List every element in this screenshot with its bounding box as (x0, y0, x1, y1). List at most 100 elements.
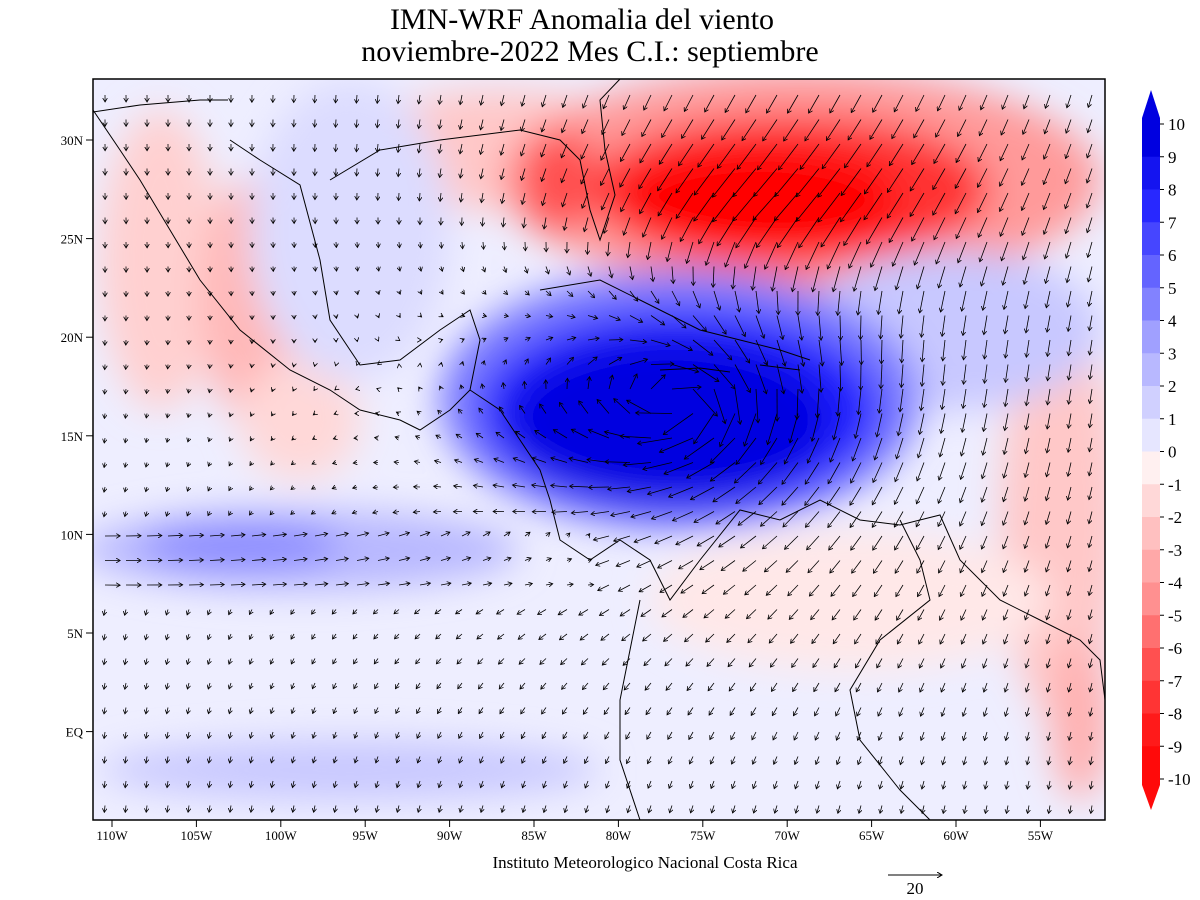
wind-arrow (982, 462, 988, 479)
title-line: IMN-WRF Anomalia del viento (390, 3, 774, 36)
wind-arrow (658, 168, 673, 191)
title-line: noviembre-2022 Mes C.I.: septiembre (361, 35, 818, 68)
wind-arrow (943, 339, 945, 361)
wind-arrow (1026, 339, 1030, 357)
wind-arrow (454, 486, 463, 487)
colorbar-label: -4 (1168, 574, 1183, 593)
wind-arrow (440, 168, 441, 178)
wind-arrow (776, 339, 785, 366)
wind-arrow (763, 119, 778, 141)
wind-arrow (525, 291, 529, 295)
wind-arrow (621, 192, 631, 212)
wind-arrow (1046, 560, 1051, 572)
wind-arrow (1004, 290, 1009, 309)
wind-arrow (188, 389, 189, 393)
wind-arrow (921, 388, 925, 411)
wind-arrow (702, 119, 715, 140)
wind-arrow (230, 414, 231, 417)
wind-arrow (104, 658, 105, 665)
wind-arrow (916, 486, 925, 504)
wind-arrow (805, 462, 820, 485)
wind-arrow (733, 266, 735, 289)
wind-arrow (864, 168, 883, 194)
y-tick-label: EQ (66, 725, 84, 740)
wind-arrow (608, 357, 622, 365)
wind-arrow (580, 633, 589, 640)
wind-arrow (354, 658, 357, 664)
wind-arrow (962, 413, 967, 433)
colorbar-cap (1142, 90, 1160, 118)
wind-arrow (545, 337, 553, 340)
wind-arrow (834, 413, 841, 440)
wind-arrow (699, 217, 715, 244)
wind-arrow (1004, 609, 1009, 620)
wind-arrow (720, 413, 736, 447)
wind-arrow (713, 266, 714, 288)
wind-arrow (1066, 241, 1072, 258)
wind-arrow (719, 535, 736, 547)
wind-arrow (377, 168, 378, 177)
wind-arrow (917, 584, 925, 597)
wind-arrow (609, 266, 612, 278)
wind-arrow (292, 414, 294, 416)
wind-arrow (979, 119, 988, 136)
wind-arrow (1089, 584, 1092, 595)
wind-arrow (251, 534, 266, 536)
wind-arrow (919, 633, 925, 644)
wind-arrow (785, 535, 799, 549)
wind-arrow (755, 364, 767, 394)
wind-arrow (982, 511, 988, 526)
wind-arrow (827, 486, 841, 505)
wind-arrow (1003, 560, 1009, 573)
wind-arrow (462, 291, 464, 294)
wind-arrow (608, 487, 631, 489)
wind-arrow (1089, 315, 1093, 331)
wind-arrow (982, 535, 988, 549)
wind-arrow (821, 217, 841, 247)
wind-arrow (312, 487, 315, 489)
colorbar-label: -5 (1168, 606, 1182, 625)
wind-arrow (1089, 511, 1093, 524)
wind-arrow (483, 361, 484, 365)
wind-arrow (983, 290, 988, 310)
wind-arrow (895, 560, 904, 574)
wind-arrow (920, 290, 925, 313)
wind-arrow (1000, 168, 1009, 187)
wind-arrow (104, 462, 105, 468)
wind-arrow (912, 217, 925, 242)
wind-arrow (1068, 511, 1072, 524)
wind-arrow (1046, 535, 1051, 548)
colorbar-swatch (1142, 451, 1160, 485)
wind-arrow (587, 290, 595, 298)
wind-arrow (830, 560, 841, 573)
footer: Instituto Meteorologico Nacional Costa R… (493, 853, 798, 872)
wind-arrow (736, 217, 757, 248)
wind-arrow (482, 217, 483, 227)
wind-arrow (208, 512, 210, 516)
colorbar-swatch (1142, 517, 1160, 551)
wind-arrow (875, 266, 883, 291)
wind-arrow (546, 266, 549, 274)
wind-arrow (812, 413, 820, 442)
wind-arrow (250, 438, 252, 441)
wind-arrow (209, 560, 224, 561)
wind-arrow (963, 364, 967, 385)
wind-arrow (532, 458, 547, 463)
wind-arrow (230, 389, 231, 392)
wind-arrow (229, 487, 231, 491)
wind-arrow (822, 143, 841, 169)
wind-arrow (901, 364, 903, 388)
wind-arrow (251, 389, 252, 392)
colorbar-swatch (1142, 353, 1160, 387)
wind-arrow (512, 485, 526, 487)
wind-arrow (725, 609, 736, 619)
wind-arrow (249, 609, 252, 615)
wind-arrow (1089, 633, 1092, 644)
wind-arrow (637, 560, 652, 568)
wind-arrow (881, 364, 882, 389)
wind-arrow (895, 535, 904, 550)
wind-arrow (188, 463, 189, 467)
wind-arrow (378, 316, 379, 318)
wind-arrow (335, 389, 336, 390)
